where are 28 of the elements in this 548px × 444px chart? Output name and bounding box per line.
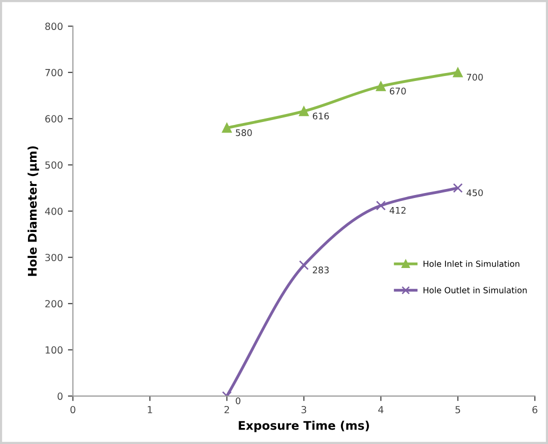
y-tick-label: 400 [45,208,63,215]
y-tick-label: 800 [45,22,63,30]
data-label: 580 [236,129,252,136]
data-label: 283 [312,266,329,274]
x-tick-label: 0 [70,406,76,414]
data-label: 0 [236,397,240,404]
y-tick-label: 0 [58,392,63,400]
x-tick-label: 6 [532,406,538,414]
x-tick-label: 4 [378,406,384,414]
legend-label: Hole Inlet in Simulation [424,260,520,267]
x-tick-label: 3 [302,406,306,414]
y-tick-label: 100 [46,346,63,354]
data-label: 700 [466,74,483,81]
data-label: 412 [390,206,406,214]
x-axis-title: Exposure Time (ms) [238,420,369,432]
x-tick-label: 5 [456,406,460,414]
y-axis-title: Hole Diameter (µm) [28,146,40,276]
x-tick-label: 1 [148,406,152,414]
y-tick-label: 700 [45,68,63,76]
data-label: 450 [466,189,483,196]
x-tick-label: 2 [224,406,229,414]
data-label: 616 [312,112,329,120]
y-tick-label: 500 [45,161,63,169]
legend-label: Hole Outlet in Simulation [424,286,527,294]
data-label: 670 [390,88,406,94]
y-tick-label: 600 [45,115,63,122]
y-tick-label: 200 [45,300,63,308]
y-tick-label: 300 [45,254,63,262]
